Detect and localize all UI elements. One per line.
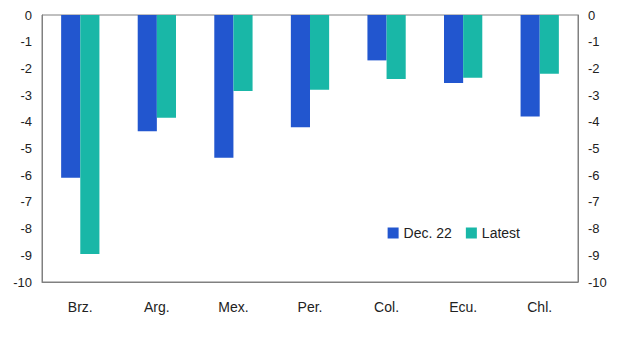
svg-text:0: 0	[588, 8, 595, 23]
svg-text:-9: -9	[20, 248, 32, 263]
svg-text:-9: -9	[588, 248, 600, 263]
svg-text:-3: -3	[20, 88, 32, 103]
svg-text:-7: -7	[20, 194, 32, 209]
svg-text:-10: -10	[588, 275, 607, 290]
svg-text:Chl.: Chl.	[527, 299, 552, 315]
svg-text:-8: -8	[20, 221, 32, 236]
svg-text:-8: -8	[588, 221, 600, 236]
svg-text:-5: -5	[588, 141, 600, 156]
svg-text:-6: -6	[588, 168, 600, 183]
svg-text:-7: -7	[588, 194, 600, 209]
svg-text:-4: -4	[588, 114, 600, 129]
svg-text:Brz.: Brz.	[68, 299, 93, 315]
svg-text:-2: -2	[20, 61, 32, 76]
svg-text:-6: -6	[20, 168, 32, 183]
svg-text:-4: -4	[20, 114, 32, 129]
svg-text:-5: -5	[20, 141, 32, 156]
svg-text:0: 0	[25, 8, 32, 23]
svg-text:-1: -1	[20, 34, 32, 49]
svg-text:Mex.: Mex.	[218, 299, 248, 315]
svg-text:-10: -10	[13, 275, 32, 290]
svg-text:-3: -3	[588, 88, 600, 103]
svg-text:Dec. 22: Dec. 22	[404, 225, 452, 241]
svg-text:-1: -1	[588, 34, 600, 49]
svg-text:-2: -2	[588, 61, 600, 76]
svg-text:Ecu.: Ecu.	[449, 299, 477, 315]
svg-text:Latest: Latest	[482, 225, 520, 241]
svg-text:Col.: Col.	[374, 299, 399, 315]
svg-text:Arg.: Arg.	[144, 299, 170, 315]
svg-text:Per.: Per.	[298, 299, 323, 315]
